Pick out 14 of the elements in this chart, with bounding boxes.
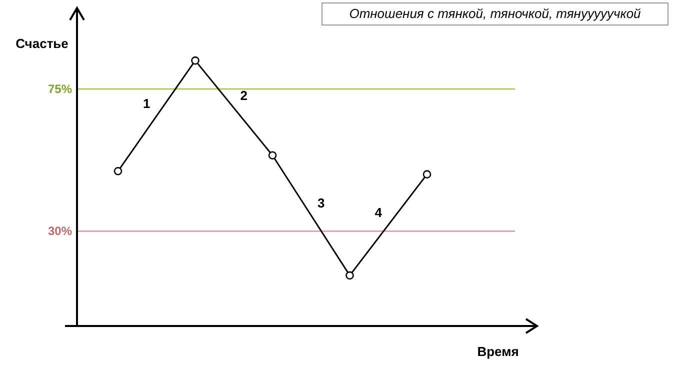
point — [422, 170, 432, 178]
point — [346, 271, 354, 280]
annotation: 2 — [240, 88, 248, 103]
point — [191, 56, 200, 65]
point — [268, 151, 277, 160]
chart-title: Отношения с тянкой, тяночкой, тянууууучкой — [349, 6, 641, 21]
annotation: 1 — [143, 96, 150, 111]
y-axis-title: Счастье — [16, 36, 68, 51]
y-tick-label: 75% — [48, 82, 72, 96]
x-axis-title: Время — [477, 344, 519, 359]
y-tick-label: 30% — [48, 224, 72, 238]
annotation: 3 — [318, 195, 325, 210]
point — [114, 167, 122, 176]
annotation: 4 — [374, 204, 383, 220]
